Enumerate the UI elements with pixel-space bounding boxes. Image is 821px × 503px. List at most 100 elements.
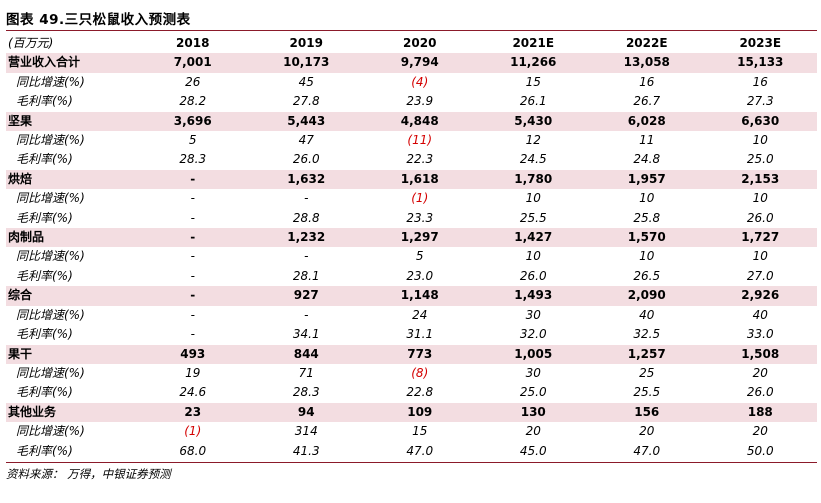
value-cell: 23.3 bbox=[406, 210, 434, 225]
value-cell: 34.1 bbox=[292, 327, 320, 342]
value-cell: (8) bbox=[411, 365, 429, 380]
value-cell: 47.0 bbox=[406, 443, 434, 458]
value-cell: 22.3 bbox=[406, 152, 434, 167]
value-cell: 24.6 bbox=[179, 385, 207, 400]
value-cell: 20 bbox=[752, 365, 768, 380]
value-cell: 314 bbox=[294, 424, 318, 439]
value-cell: 1,727 bbox=[703, 228, 817, 248]
value-cell: 28.1 bbox=[292, 268, 320, 283]
value-cell: 31.1 bbox=[406, 327, 434, 342]
value-cell: 109 bbox=[363, 402, 477, 423]
row-label: 同比增速(%) bbox=[16, 424, 85, 439]
value-cell: 25.0 bbox=[519, 385, 547, 400]
row-label: 肉制品 bbox=[6, 228, 136, 248]
value-cell: 27.8 bbox=[292, 94, 320, 109]
metric-row: 毛利率(%) 24.6 28.3 22.8 25.0 25.5 26.0 bbox=[6, 383, 817, 402]
value-cell: 22.8 bbox=[406, 385, 434, 400]
category-row: 肉制品 -1,232 1,297 1,427 1,570 1,727 bbox=[6, 228, 817, 248]
category-row: 烘焙 -1,632 1,618 1,780 1,957 2,153 bbox=[6, 169, 817, 190]
value-cell: 28.3 bbox=[292, 385, 320, 400]
value-cell: 5 bbox=[415, 249, 424, 264]
row-label: 果干 bbox=[6, 344, 136, 364]
metric-row: 同比增速(%) 19 71 (8) 30 25 20 bbox=[6, 364, 817, 383]
value-cell: 10 bbox=[639, 249, 655, 264]
year-header: 2021E bbox=[476, 34, 590, 54]
value-cell: 19 bbox=[185, 365, 201, 380]
value-cell: 20 bbox=[639, 424, 655, 439]
value-cell: 26 bbox=[185, 74, 201, 89]
value-cell: 7,001 bbox=[136, 53, 250, 73]
value-cell: 10 bbox=[525, 249, 541, 264]
value-cell: 71 bbox=[298, 365, 314, 380]
value-cell: 1,570 bbox=[590, 228, 704, 248]
value-cell: 1,493 bbox=[476, 286, 590, 306]
value-cell: 26.0 bbox=[292, 152, 320, 167]
value-cell: - bbox=[190, 210, 195, 225]
value-cell: 10 bbox=[639, 191, 655, 206]
unit-label: (百万元) bbox=[6, 34, 136, 54]
value-cell: 10,173 bbox=[249, 53, 363, 73]
value-cell: 1,632 bbox=[249, 169, 363, 190]
value-cell: - bbox=[190, 249, 195, 264]
value-cell: 1,297 bbox=[363, 228, 477, 248]
value-cell: 5 bbox=[188, 133, 197, 148]
value-cell: 1,427 bbox=[476, 228, 590, 248]
value-cell: 9,794 bbox=[363, 53, 477, 73]
metric-row: 毛利率(%) 28.3 26.0 22.3 24.5 24.8 25.0 bbox=[6, 150, 817, 169]
value-cell: 28.8 bbox=[292, 210, 320, 225]
value-cell: 1,005 bbox=[476, 344, 590, 364]
value-cell: 25 bbox=[639, 365, 655, 380]
value-cell: 11,266 bbox=[476, 53, 590, 73]
value-cell: 130 bbox=[476, 402, 590, 423]
value-cell: (1) bbox=[411, 191, 429, 206]
row-label: 毛利率(%) bbox=[16, 327, 73, 342]
value-cell: 28.2 bbox=[179, 94, 207, 109]
value-cell: - bbox=[136, 169, 250, 190]
metric-row: 同比增速(%) - - (1) 10 10 10 bbox=[6, 189, 817, 208]
value-cell: 50.0 bbox=[746, 443, 774, 458]
value-cell: 15 bbox=[412, 424, 428, 439]
value-cell: 24 bbox=[412, 307, 428, 322]
value-cell: 94 bbox=[249, 402, 363, 423]
row-label: 坚果 bbox=[6, 111, 136, 132]
value-cell: 47.0 bbox=[633, 443, 661, 458]
year-header: 2018 bbox=[136, 34, 250, 54]
value-cell: 25.0 bbox=[746, 152, 774, 167]
value-cell: 41.3 bbox=[292, 443, 320, 458]
value-cell: 28.3 bbox=[179, 152, 207, 167]
metric-row: 毛利率(%) - 34.1 31.1 32.0 32.5 33.0 bbox=[6, 325, 817, 344]
value-cell: 27.0 bbox=[746, 268, 774, 283]
header-row: (百万元) 2018 2019 2020 2021E 2022E 2023E bbox=[6, 34, 817, 54]
metric-row: 同比增速(%) - - 24 30 40 40 bbox=[6, 306, 817, 325]
metric-row: 同比增速(%) - - 5 10 10 10 bbox=[6, 247, 817, 266]
value-cell: 30 bbox=[525, 307, 541, 322]
value-cell: 10 bbox=[525, 191, 541, 206]
row-label: 烘焙 bbox=[6, 169, 136, 190]
value-cell: 2,926 bbox=[703, 286, 817, 306]
year-header: 2023E bbox=[703, 34, 817, 54]
value-cell: 1,508 bbox=[703, 344, 817, 364]
value-cell: 156 bbox=[590, 402, 704, 423]
value-cell: 16 bbox=[639, 74, 655, 89]
value-cell: 26.0 bbox=[746, 385, 774, 400]
row-label: 营业收入合计 bbox=[6, 53, 136, 73]
value-cell: 26.7 bbox=[633, 94, 661, 109]
row-label: 毛利率(%) bbox=[16, 152, 73, 167]
value-cell: 25.5 bbox=[633, 385, 661, 400]
category-row: 其他业务 23 94 109 130 156 188 bbox=[6, 402, 817, 423]
value-cell: - bbox=[190, 268, 195, 283]
year-header: 2022E bbox=[590, 34, 704, 54]
value-cell: 45 bbox=[298, 74, 314, 89]
title-divider bbox=[6, 30, 817, 31]
value-cell: - bbox=[136, 228, 250, 248]
value-cell: 1,957 bbox=[590, 169, 704, 190]
figure-title: 图表 49.三只松鼠收入预测表 bbox=[6, 12, 191, 28]
value-cell: 493 bbox=[136, 344, 250, 364]
table-bottom-divider bbox=[6, 462, 817, 463]
value-cell: 23.0 bbox=[406, 268, 434, 283]
value-cell: 26.1 bbox=[519, 94, 547, 109]
value-cell: 1,232 bbox=[249, 228, 363, 248]
category-row: 坚果 3,696 5,443 4,848 5,430 6,028 6,630 bbox=[6, 111, 817, 132]
value-cell: 16 bbox=[752, 74, 768, 89]
metric-row: 毛利率(%) - 28.1 23.0 26.0 26.5 27.0 bbox=[6, 267, 817, 286]
